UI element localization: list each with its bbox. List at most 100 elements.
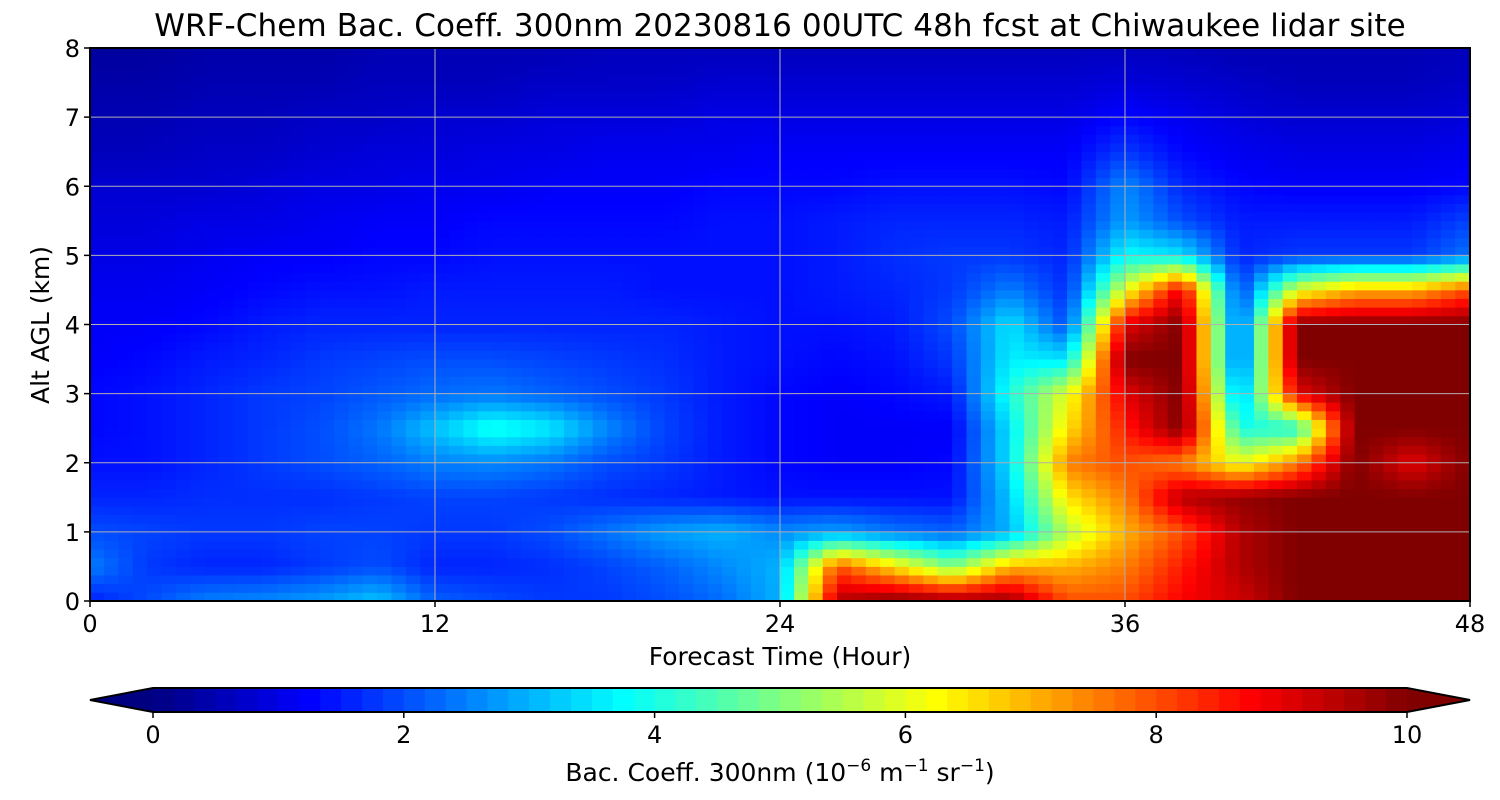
heatmap-cell: [1325, 203, 1342, 213]
heatmap-cell: [1282, 496, 1298, 507]
heatmap-cell: [362, 583, 378, 593]
heatmap-cell: [319, 566, 335, 576]
heatmap-cell: [549, 246, 565, 256]
heatmap-cell: [1340, 151, 1356, 161]
heatmap-cell: [1095, 375, 1112, 386]
heatmap-cell: [1153, 185, 1169, 196]
heatmap-cell: [779, 289, 795, 299]
heatmap-cell: [319, 557, 335, 567]
heatmap-cell: [937, 203, 953, 213]
heatmap-cell: [1067, 246, 1083, 256]
heatmap-cell: [1110, 358, 1126, 369]
heatmap-cell: [262, 324, 278, 334]
heatmap-cell: [161, 194, 177, 204]
heatmap-cell: [147, 254, 163, 265]
heatmap-cell: [1311, 566, 1327, 576]
heatmap-cell: [952, 168, 968, 179]
heatmap-cell: [592, 254, 608, 265]
heatmap-cell: [822, 436, 838, 446]
heatmap-cell: [880, 350, 896, 360]
heatmap-cell: [1124, 410, 1140, 420]
heatmap-cell: [1210, 427, 1227, 438]
heatmap-cell: [1297, 548, 1313, 559]
heatmap-cell: [147, 514, 163, 524]
heatmap-cell: [520, 574, 537, 585]
heatmap-cell: [103, 401, 120, 412]
heatmap-cell: [693, 341, 709, 351]
heatmap-cell: [1239, 436, 1255, 446]
heatmap-cell: [779, 591, 795, 601]
heatmap-cell: [578, 470, 594, 481]
heatmap-cell: [793, 237, 810, 248]
heatmap-cell: [1354, 211, 1370, 222]
heatmap-cell: [837, 151, 853, 161]
heatmap-cell: [563, 496, 580, 507]
heatmap-cell: [1110, 384, 1126, 395]
heatmap-cell: [204, 211, 220, 222]
heatmap-cell: [1067, 566, 1083, 576]
heatmap-cell: [995, 315, 1011, 325]
heatmap-cell: [1325, 324, 1342, 334]
heatmap-cell: [1354, 272, 1370, 282]
heatmap-cell: [448, 229, 465, 239]
heatmap-cell: [1124, 419, 1140, 429]
heatmap-cell: [1153, 289, 1169, 299]
heatmap-cell: [247, 531, 263, 541]
heatmap-cell: [851, 298, 867, 308]
heatmap-cell: [1455, 332, 1470, 343]
heatmap-cell: [923, 375, 939, 386]
heatmap-cell: [1124, 280, 1140, 291]
heatmap-cell: [1067, 332, 1083, 343]
heatmap-cell: [1225, 168, 1241, 179]
heatmap-cell: [592, 332, 608, 343]
heatmap-cell: [808, 194, 824, 204]
heatmap-cell: [952, 211, 968, 222]
heatmap-cell: [132, 410, 148, 420]
heatmap-cell: [391, 375, 407, 386]
heatmap-cell: [995, 557, 1011, 567]
heatmap-cell: [1167, 159, 1183, 170]
heatmap-cell: [420, 185, 436, 196]
heatmap-cell: [750, 298, 767, 308]
heatmap-cell: [1009, 393, 1025, 403]
heatmap-cell: [290, 358, 307, 369]
heatmap-cell: [262, 298, 278, 308]
heatmap-cell: [1210, 203, 1227, 213]
heatmap-cell: [865, 419, 882, 429]
heatmap-cell: [1067, 229, 1083, 239]
heatmap-cell: [1340, 350, 1356, 360]
heatmap-cell: [1095, 574, 1112, 585]
heatmap-cell: [1325, 479, 1342, 490]
heatmap-cell: [1297, 298, 1313, 308]
heatmap-cell: [578, 393, 594, 403]
heatmap-cell: [1167, 531, 1183, 541]
heatmap-cell: [952, 548, 968, 559]
heatmap-cell: [1081, 280, 1097, 291]
heatmap-cell: [1167, 540, 1183, 550]
heatmap-cell: [319, 453, 335, 464]
heatmap-cell: [1311, 306, 1327, 317]
heatmap-cell: [520, 315, 537, 325]
heatmap-cell: [118, 315, 134, 325]
heatmap-cell: [175, 574, 192, 585]
heatmap-cell: [1124, 453, 1140, 464]
heatmap-cell: [190, 203, 206, 213]
heatmap-cell: [621, 220, 637, 230]
heatmap-cell: [190, 591, 206, 601]
heatmap-cell: [420, 445, 436, 455]
heatmap-cell: [980, 306, 997, 317]
heatmap-cell: [980, 350, 997, 360]
heatmap-cell: [276, 427, 292, 438]
heatmap-cell: [808, 401, 824, 412]
heatmap-cell: [880, 194, 896, 204]
heatmap-cell: [966, 375, 982, 386]
heatmap-cell: [635, 514, 652, 524]
heatmap-cell: [765, 496, 781, 507]
heatmap-cell: [793, 263, 810, 274]
heatmap-cell: [1455, 540, 1470, 550]
heatmap-cell: [132, 263, 148, 274]
heatmap-cell: [262, 367, 278, 377]
heatmap-cell: [1023, 306, 1040, 317]
heatmap-cell: [319, 298, 335, 308]
heatmap-cell: [190, 540, 206, 550]
